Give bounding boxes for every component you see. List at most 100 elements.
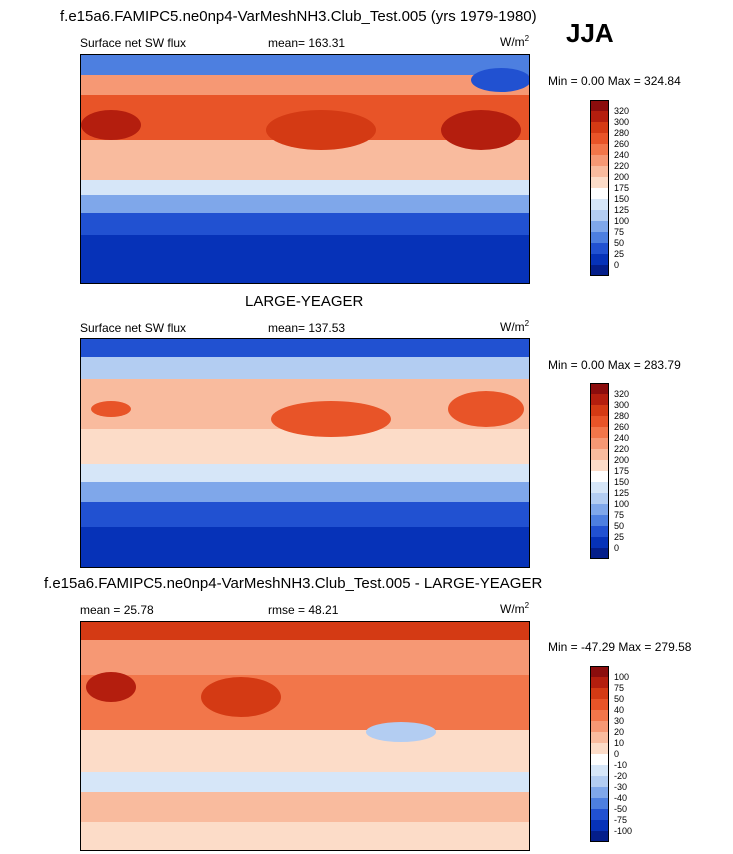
panel2-mean: mean= 137.53 — [268, 321, 346, 335]
colorbar-level-label: 10 — [614, 738, 625, 748]
colorbar-level-label: 75 — [614, 683, 625, 693]
colorbar-level-label: -100 — [614, 826, 633, 836]
colorbar-swatch — [590, 526, 609, 537]
colorbar-level-label: 150 — [614, 477, 630, 487]
colorbar-swatch — [590, 427, 609, 438]
colorbar-swatch — [590, 754, 609, 765]
panel3-minmax: Min = -47.29 Max = 279.58 — [548, 640, 692, 654]
panel2-title: LARGE-YEAGER — [245, 293, 364, 310]
colorbar-swatch — [590, 166, 609, 177]
panel2-variable: Surface net SW flux — [80, 321, 187, 335]
colorbar-swatch — [590, 482, 609, 493]
colorbar-level-label: -30 — [614, 782, 628, 792]
colorbar-level-label: 300 — [614, 117, 630, 127]
season-label: JJA — [566, 18, 614, 48]
colorbar-level-label: 25 — [614, 249, 625, 259]
colorbar-swatch — [590, 122, 609, 133]
colorbar-swatch — [590, 438, 609, 449]
colorbar-level-label: 240 — [614, 150, 630, 160]
colorbar-level-label: 50 — [614, 238, 625, 248]
colorbar-swatch — [590, 221, 609, 232]
panel2-map — [80, 338, 530, 568]
colorbar-level-label: 100 — [614, 499, 630, 509]
colorbar-swatch — [590, 515, 609, 526]
colorbar-level-label: 320 — [614, 389, 630, 399]
colorbar-swatch — [590, 798, 609, 809]
panel3-mean: mean = 25.78 — [80, 603, 154, 617]
colorbar-level-label: 30 — [614, 716, 625, 726]
colorbar-level-label: 0 — [614, 749, 620, 759]
colorbar-swatch — [590, 820, 609, 831]
colorbar-swatch — [590, 710, 609, 721]
colorbar-swatch — [590, 243, 609, 254]
colorbar-level-label: -75 — [614, 815, 628, 825]
colorbar-swatch — [590, 155, 609, 166]
colorbar-level-label: 175 — [614, 466, 630, 476]
colorbar-swatch — [590, 254, 609, 265]
colorbar-swatch — [590, 232, 609, 243]
colorbar-level-label: 50 — [614, 694, 625, 704]
colorbar-swatch — [590, 416, 609, 427]
panel3-map — [80, 621, 530, 851]
colorbar-level-label: 25 — [614, 532, 625, 542]
colorbar-level-label: 200 — [614, 172, 630, 182]
colorbar-swatch — [590, 405, 609, 416]
colorbar-level-label: 125 — [614, 488, 630, 498]
colorbar-level-label: 20 — [614, 727, 625, 737]
main-title: f.e15a6.FAMIPC5.ne0np4-VarMeshNH3.Club_T… — [60, 8, 537, 25]
colorbar-level-label: 280 — [614, 128, 630, 138]
colorbar-level-label: 150 — [614, 194, 630, 204]
colorbar-swatch — [590, 831, 609, 842]
colorbar-swatch — [590, 809, 609, 820]
panel3-units: W/m2 — [500, 601, 530, 616]
panel1-units: W/m2 — [500, 34, 530, 49]
colorbar-level-label: 300 — [614, 400, 630, 410]
colorbar-swatch — [590, 383, 609, 394]
colorbar-swatch — [590, 133, 609, 144]
colorbar-level-label: 100 — [614, 672, 630, 682]
colorbar-level-label: 260 — [614, 139, 630, 149]
colorbar-swatch — [590, 537, 609, 548]
colorbar-swatch — [590, 199, 609, 210]
colorbar-swatch — [590, 460, 609, 471]
colorbar-swatch — [590, 666, 609, 677]
colorbar-swatch — [590, 210, 609, 221]
colorbar-level-label: -50 — [614, 804, 628, 814]
panel1-mean: mean= 163.31 — [268, 36, 346, 50]
colorbar-level-label: 320 — [614, 106, 630, 116]
colorbar-swatch — [590, 688, 609, 699]
colorbar-level-label: -10 — [614, 760, 628, 770]
colorbar-level-label: 75 — [614, 510, 625, 520]
colorbar-level-label: 0 — [614, 260, 620, 270]
colorbar-swatch — [590, 721, 609, 732]
colorbar-level-label: 220 — [614, 444, 630, 454]
panel1-variable: Surface net SW flux — [80, 36, 187, 50]
colorbar-swatch — [590, 394, 609, 405]
colorbar-level-label: -20 — [614, 771, 628, 781]
colorbar-level-label: 40 — [614, 705, 625, 715]
colorbar-level-label: -40 — [614, 793, 628, 803]
colorbar-swatch — [590, 188, 609, 199]
colorbar-swatch — [590, 699, 609, 710]
colorbar-swatch — [590, 111, 609, 122]
colorbar-level-label: 0 — [614, 543, 620, 553]
colorbar-swatch — [590, 177, 609, 188]
colorbar-swatch — [590, 493, 609, 504]
colorbar-swatch — [590, 548, 609, 559]
colorbar-level-label: 280 — [614, 411, 630, 421]
panel2-minmax: Min = 0.00 Max = 283.79 — [548, 358, 681, 372]
colorbar-level-label: 220 — [614, 161, 630, 171]
colorbar-level-label: 175 — [614, 183, 630, 193]
colorbar-level-label: 260 — [614, 422, 630, 432]
panel1-minmax: Min = 0.00 Max = 324.84 — [548, 74, 681, 88]
colorbar-swatch — [590, 100, 609, 111]
colorbar-level-label: 200 — [614, 455, 630, 465]
colorbar-level-label: 125 — [614, 205, 630, 215]
colorbar-level-label: 240 — [614, 433, 630, 443]
colorbar-level-label: 75 — [614, 227, 625, 237]
colorbar-level-label: 50 — [614, 521, 625, 531]
panel3-title: f.e15a6.FAMIPC5.ne0np4-VarMeshNH3.Club_T… — [44, 575, 543, 592]
colorbar-swatch — [590, 787, 609, 798]
panel3-rmse: rmse = 48.21 — [268, 603, 339, 617]
colorbar-swatch — [590, 449, 609, 460]
